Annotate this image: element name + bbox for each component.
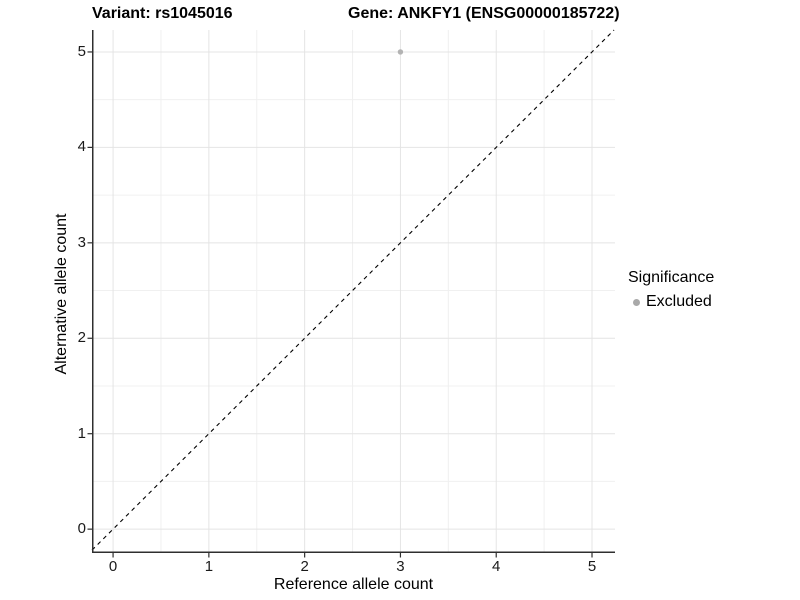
legend-key (628, 298, 644, 306)
identity-line (91, 29, 615, 551)
gene-title: Gene: ANKFY1 (ENSG00000185722) (348, 5, 620, 22)
x-tick-label: 5 (587, 558, 597, 575)
x-tick-label: 0 (108, 558, 118, 575)
x-tick-label: 4 (492, 558, 501, 575)
y-tick-label: 0 (77, 520, 86, 538)
y-tick-label: 4 (77, 138, 86, 156)
y-tick-label: 1 (77, 424, 86, 442)
legend-item-list: Excluded (628, 292, 714, 312)
variant-title: Variant: rs1045016 (92, 5, 233, 22)
x-tick-label: 1 (204, 558, 214, 575)
legend-item: Excluded (628, 292, 714, 312)
legend-item-label: Excluded (646, 293, 712, 310)
x-tick-label: 3 (396, 558, 405, 575)
y-tick-label: 2 (77, 329, 86, 347)
legend-title: Significance (628, 269, 715, 286)
plot-canvas (87, 29, 615, 558)
legend: Significance Excluded (628, 268, 714, 312)
data-point (397, 49, 404, 55)
x-tick-label: 2 (300, 558, 309, 575)
y-tick-label: 3 (77, 233, 86, 251)
x-axis-title: Reference allele count (273, 576, 434, 593)
plot-panel (87, 29, 615, 558)
y-tick-label: 5 (77, 42, 86, 60)
legend-marker-circle-icon (632, 298, 640, 306)
